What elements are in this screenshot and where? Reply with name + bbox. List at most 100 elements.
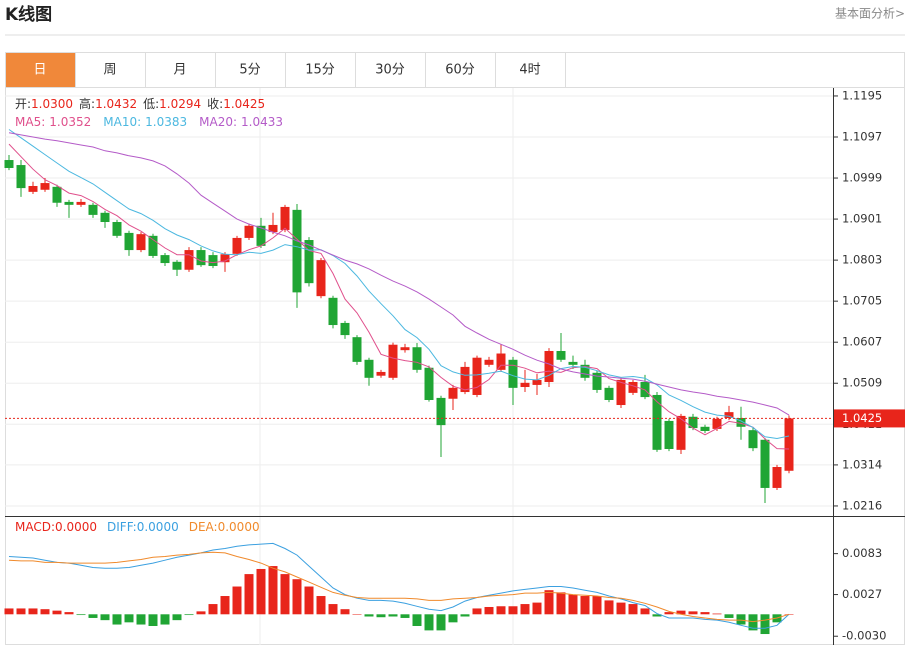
macd-bar [340, 609, 350, 615]
candle-body [556, 350, 566, 360]
tab-label[interactable]: 15分 [305, 63, 335, 78]
tab[interactable] [495, 52, 566, 88]
candle-body [364, 359, 374, 378]
macd-bar [304, 586, 314, 615]
candle-body [748, 430, 758, 449]
candle-body [64, 201, 74, 205]
y-tick-label: 1.0705 [842, 294, 882, 308]
candle-body [316, 260, 326, 297]
ohlc-value: 1.0425 [223, 97, 265, 111]
candle-body [28, 185, 38, 192]
tab-label[interactable]: 5分 [239, 63, 260, 78]
macd-bar [100, 614, 110, 621]
macd-bar [532, 602, 542, 615]
candle-body [256, 225, 266, 246]
candle-body [328, 297, 338, 326]
fundamental-link[interactable]: 基本面分析> [835, 7, 905, 21]
tab-label[interactable]: 4时 [519, 63, 540, 78]
tab-label[interactable]: 60分 [445, 63, 475, 78]
candle-body [412, 347, 422, 370]
candle-body [544, 350, 554, 382]
macd-bar [412, 614, 422, 626]
tabs: 日 周 月 5分 15分 30分 60分 4时 [5, 52, 566, 88]
candle-body [664, 420, 674, 449]
macd-bar [160, 614, 170, 625]
candle-body [436, 397, 446, 426]
y-tick-label: 0.0027 [842, 587, 882, 601]
y-tick-label: 1.0509 [842, 376, 882, 390]
macd-bar [460, 614, 470, 617]
ma-line [8, 143, 790, 450]
y-tick-label: 1.0314 [842, 457, 882, 471]
macd-bar [52, 610, 62, 615]
candle-body [448, 387, 458, 399]
y-tick-label: 1.0999 [842, 171, 882, 185]
candle-body [580, 364, 590, 378]
macd-bar [616, 602, 626, 615]
candle-body [196, 250, 206, 266]
macd-bar [652, 614, 662, 617]
candle-body [568, 361, 578, 365]
tab[interactable] [425, 52, 496, 88]
macd-bar [256, 568, 266, 615]
legend-value: 1.0352 [49, 115, 91, 129]
candle-body [244, 225, 254, 238]
candle-body [460, 366, 470, 393]
macd-bar [664, 612, 674, 615]
macd-bar [388, 614, 398, 617]
macd-bar [736, 614, 746, 625]
candle-body [736, 418, 746, 427]
ohlc-name: 开: [15, 97, 31, 111]
tab-label[interactable]: 30分 [375, 63, 405, 78]
candle-body [88, 204, 98, 215]
macd-bar [124, 614, 134, 623]
y-tick-label: -0.0030 [842, 629, 886, 643]
macd-bar [520, 604, 530, 615]
candle-body [376, 371, 386, 376]
candle-body [124, 232, 134, 251]
macd-bar [484, 606, 494, 615]
legend-value: 1.0433 [241, 115, 283, 129]
macd-bar [400, 614, 410, 618]
macd-bar [676, 610, 686, 615]
legend-name: MACD: [15, 520, 55, 534]
tab[interactable] [215, 52, 286, 88]
candle-body [292, 209, 302, 293]
tab[interactable] [5, 52, 76, 88]
tab[interactable] [355, 52, 426, 88]
macd-bar [436, 614, 446, 631]
candle-body [220, 254, 230, 263]
macd-bar [700, 612, 710, 615]
macd-bar [604, 600, 614, 615]
macd-legend: MACD:0.0000 DIFF:0.0000 DEA:0.0000 [15, 520, 260, 534]
candle-body [100, 212, 110, 223]
macd-bar [688, 611, 698, 615]
y-tick-label: 1.1195 [842, 88, 882, 102]
chart-frame [5, 87, 905, 645]
candle-body [784, 418, 794, 471]
legend-name: MA5: [15, 115, 45, 129]
macd-bar [40, 609, 50, 615]
candle-body [184, 250, 194, 270]
candle-body [712, 418, 722, 429]
candle-body [52, 186, 62, 203]
legend-name: DEA: [189, 520, 218, 534]
candle-body [688, 416, 698, 429]
macd-bar [148, 614, 158, 626]
tab-label[interactable]: 日 [33, 63, 46, 78]
tab[interactable] [145, 52, 216, 88]
ohlc-value: 1.0432 [95, 97, 137, 111]
candle-body [772, 467, 782, 488]
macd-bar [748, 614, 758, 631]
legend-value: 1.0383 [145, 115, 187, 129]
tab-label[interactable]: 周 [103, 63, 116, 78]
candle-body [652, 394, 662, 450]
macd-bar [760, 614, 770, 635]
candle-body [520, 382, 530, 388]
candle-body [472, 357, 482, 395]
y-tick-label: 1.0607 [842, 335, 882, 349]
y-tick-label: 1.0901 [842, 212, 882, 226]
tab-label[interactable]: 月 [173, 63, 186, 78]
macd-bar [628, 604, 638, 615]
